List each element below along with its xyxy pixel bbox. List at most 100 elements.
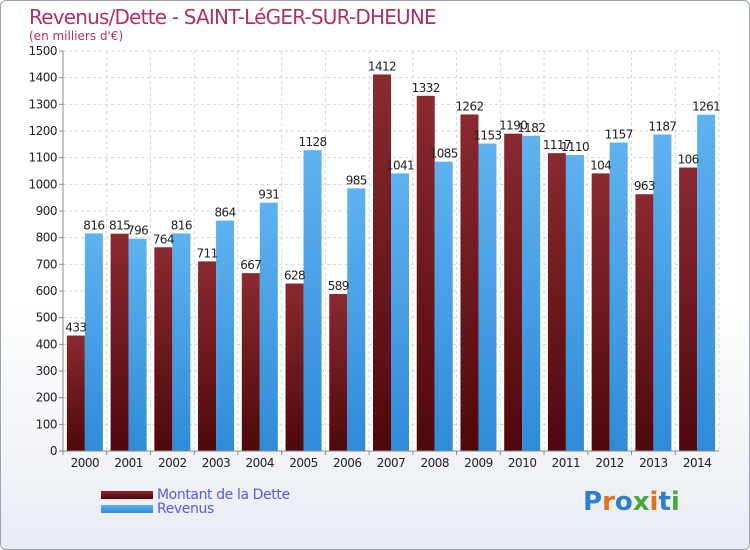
legend-label-debt: Montant de la Dette [157,487,290,503]
bar-debt [547,153,566,451]
data-label-revenue: 816 [83,218,104,232]
bar-revenue [478,143,497,452]
y-tick-label: 1300 [28,97,57,111]
logo-letter: i [649,487,659,517]
x-tick-label: 2012 [595,456,624,470]
bar-revenue [303,150,322,451]
bar-debt [329,293,348,451]
y-tick-label: 700 [36,257,57,271]
data-label-revenue: 1182 [517,121,545,135]
bar-debt [154,247,173,451]
bar-revenue [172,233,191,451]
bar-debt [110,233,129,451]
y-tick-label: 1100 [28,151,57,165]
legend-swatch-debt [101,491,153,499]
y-tick-label: 0 [50,444,57,458]
x-tick-label: 2002 [158,456,187,470]
x-tick-label: 2014 [683,456,712,470]
bar-revenue [522,135,541,452]
y-tick-label: 300 [36,364,57,378]
bar-debt [241,273,260,451]
data-label-revenue: 796 [127,224,148,238]
logo-letter: x [632,487,650,517]
y-tick-label: 600 [36,284,57,298]
x-tick-label: 2000 [71,456,100,470]
x-tick-label: 2010 [508,456,537,470]
chart-subtitle: (en milliers d'€) [29,29,124,43]
logo-letter: r [602,487,615,517]
data-label-debt: 711 [197,246,218,260]
legend-label-revenue: Revenus [157,501,214,517]
y-tick-label: 1400 [28,71,57,85]
x-tick-label: 2011 [552,456,581,470]
bar-debt [66,335,85,451]
data-label-debt: 104 [590,158,611,172]
bar-debt [373,74,391,451]
y-tick-label: 800 [36,231,57,245]
bar-debt [504,133,523,451]
x-tick-label: 2013 [639,456,668,470]
data-label-revenue: 1128 [298,135,326,149]
bar-revenue [697,114,716,451]
x-tick-label: 2003 [202,456,231,470]
y-tick-label: 1000 [28,177,57,191]
data-label-revenue: 1157 [605,127,633,141]
data-label-debt: 764 [153,232,174,246]
bar-revenue [347,188,366,452]
bar-debt [679,167,698,452]
data-label-debt: 815 [109,219,130,233]
bar-debt [198,261,217,451]
data-label-debt: 963 [634,179,655,193]
y-tick-label: 400 [36,337,57,351]
x-tick-label: 2004 [246,456,275,470]
data-label-debt: 1332 [412,81,440,95]
y-tick-label: 100 [36,417,57,431]
bar-debt [591,173,610,451]
x-tick-label: 2001 [114,456,143,470]
bar-revenue [216,220,235,451]
bar-revenue [653,134,672,451]
data-label-revenue: 864 [215,206,236,220]
data-label-debt: 628 [284,269,305,283]
logo-letter: P [583,487,603,517]
data-label-debt: 1412 [368,59,396,73]
logo-letter: t [658,487,671,517]
axes: 0 100 200 300 400 500 600 700 800 900 1000 1100 1200… [28,44,719,470]
data-label-revenue: 816 [171,218,192,232]
data-label-revenue: 1085 [430,147,458,161]
bar-debt [635,194,654,451]
data-label-debt: 106 [678,153,699,167]
data-label-debt: 589 [328,279,349,293]
data-label-debt: 1190 [499,119,527,133]
bar-debt [460,114,479,451]
bar-revenue [259,202,278,451]
logo-letter: o [614,487,633,517]
y-tick-label: 200 [36,391,57,405]
y-tick-label: 900 [36,204,57,218]
x-tick-label: 2007 [377,456,406,470]
chart-title: Revenus/Dette - SAINT-LéGER-SUR-DHEUNE [29,5,437,29]
bars [66,74,716,452]
data-label-debt: 1117 [543,138,571,152]
data-label-revenue: 1153 [473,129,501,143]
data-label-debt: 433 [65,321,86,335]
legend-swatch-revenue [101,505,153,513]
bar-revenue [128,238,147,451]
y-tick-label: 1500 [28,44,57,58]
data-label-revenue: 1110 [561,140,589,154]
x-tick-label: 2009 [464,456,493,470]
x-tick-label: 2005 [289,456,318,470]
bar-revenue [391,173,409,451]
bar-revenue [565,155,584,451]
bar-revenue [434,161,453,451]
data-label-debt: 1262 [455,99,483,113]
y-tick-label: 1200 [28,124,57,138]
data-label-revenue: 1041 [386,158,414,172]
data-label-revenue: 1261 [692,100,720,114]
bar-debt [416,95,435,452]
bar-debt [285,283,304,451]
bar-revenue [84,233,103,451]
